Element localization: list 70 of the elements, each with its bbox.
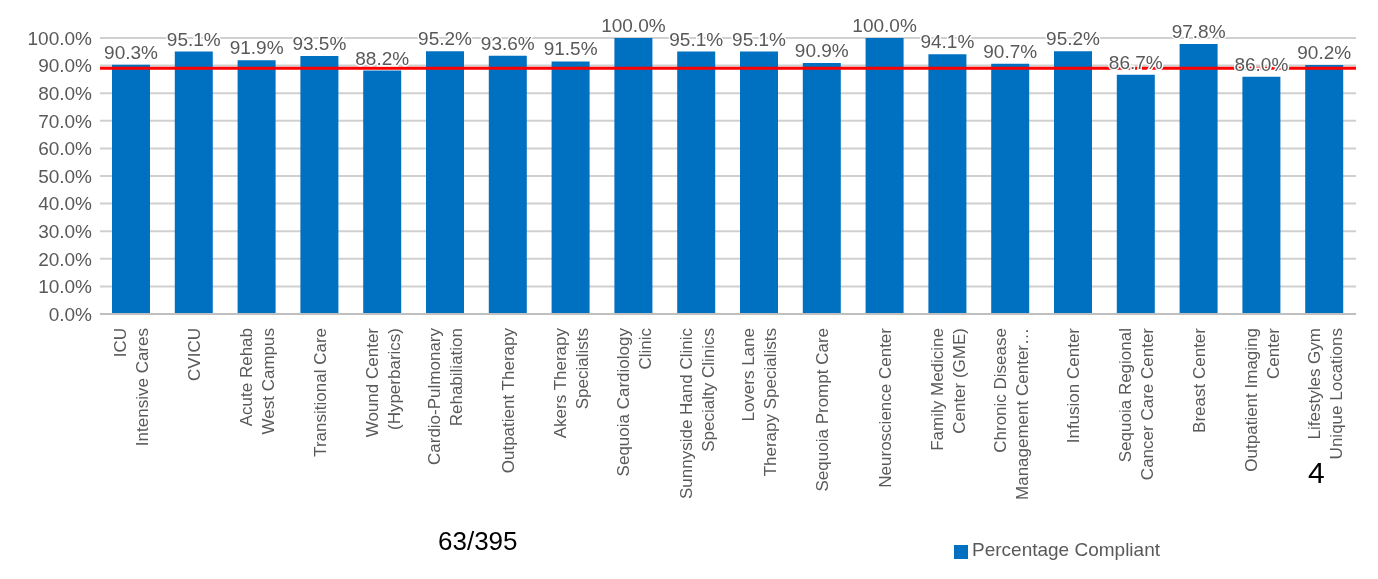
x-tick-label: Sequoia Cardiology Clinic	[613, 327, 655, 477]
bar	[1242, 76, 1281, 314]
bar	[174, 51, 213, 314]
bar	[300, 55, 339, 314]
x-tick-label: Infusion Center	[1064, 327, 1084, 444]
y-tick-label: 10.0%	[38, 276, 93, 298]
y-tick-label: 60.0%	[38, 138, 93, 160]
text: 100.0%	[852, 15, 917, 36]
text: 63/395	[438, 526, 518, 557]
text: 95.2%	[418, 28, 472, 50]
text: 90.9%	[794, 40, 849, 62]
text: 95.2%	[1046, 28, 1100, 50]
x-tick-label: Chronic Disease Management Center…	[990, 328, 1032, 500]
x-tick-label: Sequoia Regional Cancer Care Center	[1116, 327, 1158, 481]
bar	[551, 61, 590, 314]
x-tick-label: Sunnyside Hand Clinic Specialty Clinics	[676, 327, 718, 500]
text: 95.1%	[166, 28, 221, 50]
x-tick-label: Sequoia Prompt Care	[813, 328, 833, 492]
bar	[426, 51, 464, 314]
bar	[677, 51, 716, 314]
text: 94.1%	[920, 31, 975, 53]
bar	[928, 54, 967, 314]
bar	[865, 38, 904, 314]
text: 91.5%	[543, 38, 598, 60]
y-tick-label: 100.0%	[27, 27, 93, 49]
text: 90.7%	[983, 40, 1038, 62]
text: 95.1%	[732, 28, 786, 50]
bar	[802, 63, 841, 314]
x-tick-label: Lovers Lane Therapy Specialists	[739, 328, 781, 477]
bar	[1305, 65, 1344, 314]
x-tick-label: Outpatient Therapy	[499, 327, 519, 474]
y-tick-label: 50.0%	[38, 165, 93, 187]
x-tick-label: Acute Rehab West Campus	[237, 328, 278, 435]
x-tick-label: Cardio-Pulmonary Rehabiliation	[425, 327, 467, 465]
bar	[363, 70, 402, 314]
text: 90.2%	[1297, 42, 1352, 64]
x-tick-label: Neuroscience Center	[876, 327, 895, 488]
bar	[991, 63, 1030, 314]
bar	[1054, 51, 1092, 314]
legend-label: Percentage Compliant	[972, 539, 1160, 560]
text: 93.5%	[292, 32, 347, 54]
text: 88.2%	[355, 47, 410, 69]
text: 100.0%	[601, 15, 666, 36]
bar	[740, 51, 778, 314]
y-tick-label: 20.0%	[38, 248, 93, 270]
y-tick-label: 70.0%	[38, 110, 93, 132]
y-tick-label: 30.0%	[38, 220, 93, 242]
x-tick-label: ICU Intensive Cares	[111, 328, 153, 447]
y-tick-label: 40.0%	[38, 193, 93, 215]
text: 93.6%	[480, 32, 535, 54]
x-tick-label: Breast Center	[1190, 327, 1209, 433]
bar	[112, 64, 150, 314]
y-tick-label: 90.0%	[38, 55, 93, 77]
y-tick-label: 80.0%	[38, 82, 93, 104]
bar	[237, 60, 276, 314]
x-tick-label: Transitional Care	[310, 328, 330, 457]
text: 97.8%	[1171, 21, 1226, 43]
x-tick-label: CVICU	[185, 328, 205, 381]
x-tick-label: Family Medicine Center (GME)	[927, 328, 969, 451]
x-tick-label: Akers Therapy Specialists	[551, 327, 592, 439]
bar	[1179, 44, 1218, 314]
y-tick-label: 0.0%	[48, 303, 93, 325]
x-tick-label: Outpatient Imaging Center	[1241, 327, 1283, 472]
x-tick-label: Wound Center (Hyperbarics)	[362, 327, 404, 438]
text: 91.9%	[229, 37, 284, 59]
text: 90.3%	[104, 41, 158, 63]
text: 95.1%	[669, 28, 724, 50]
bar	[488, 55, 527, 314]
bar	[1116, 74, 1155, 314]
bar	[614, 38, 653, 314]
